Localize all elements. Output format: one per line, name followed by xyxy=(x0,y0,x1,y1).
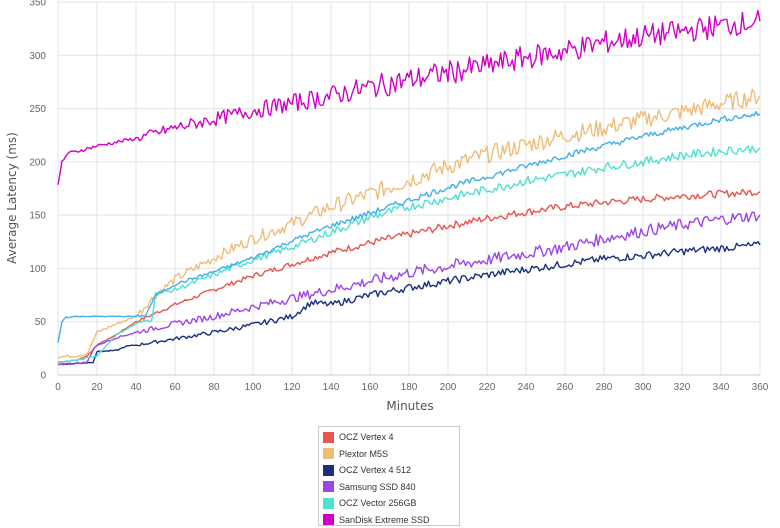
chart-legend: OCZ Vertex 4 Plextor M5S OCZ Vertex 4 512 S… xyxy=(318,426,460,526)
x-tick-label: 340 xyxy=(713,382,730,393)
x-tick-label: 320 xyxy=(674,382,691,393)
grid-lines xyxy=(58,2,760,375)
y-axis-title: Average Latency (ms) xyxy=(5,132,19,264)
x-tick-label: 280 xyxy=(596,382,613,393)
x-tick-label: 60 xyxy=(169,382,181,393)
x-tick-label: 80 xyxy=(208,382,220,393)
tick-labels: 0 50 100 150 200 250 300 350 0 20 40 60 80 100 120 140 1… xyxy=(29,0,768,393)
y-tick-label: 300 xyxy=(29,51,46,62)
x-tick-label: 260 xyxy=(557,382,574,393)
legend-swatch xyxy=(323,498,334,509)
x-tick-label: 140 xyxy=(323,382,340,393)
y-tick-label: 0 xyxy=(40,371,46,382)
x-tick-label: 300 xyxy=(635,382,652,393)
legend-item[interactable]: OCZ Vertex 4 512 xyxy=(323,462,455,479)
y-tick-label: 250 xyxy=(29,104,46,115)
y-tick-label: 50 xyxy=(35,317,47,328)
x-tick-label: 120 xyxy=(284,382,301,393)
legend-item[interactable]: Samsung SSD 840 xyxy=(323,479,455,496)
legend-label: OCZ Vertex 4 512 xyxy=(339,465,411,475)
legend-swatch xyxy=(323,432,334,443)
legend-label: Plextor M5S xyxy=(339,449,388,459)
x-tick-label: 160 xyxy=(362,382,379,393)
x-axis-title: Minutes xyxy=(386,399,433,413)
x-tick-label: 180 xyxy=(401,382,418,393)
x-tick-label: 20 xyxy=(91,382,103,393)
legend-label: OCZ Vector 256GB xyxy=(339,498,417,508)
legend-label: Samsung SSD 840 xyxy=(339,482,416,492)
legend-item[interactable]: SanDisk Extreme SSD xyxy=(323,512,455,528)
legend-swatch xyxy=(323,481,334,492)
x-tick-label: 220 xyxy=(479,382,496,393)
y-tick-label: 350 xyxy=(29,0,46,9)
x-tick-label: 360 xyxy=(752,382,769,393)
x-tick-label: 40 xyxy=(130,382,142,393)
y-tick-label: 100 xyxy=(29,264,46,275)
y-tick-label: 200 xyxy=(29,157,46,168)
legend-swatch xyxy=(323,448,334,459)
legend-item[interactable]: Plextor M5S xyxy=(323,446,455,463)
x-tick-label: 200 xyxy=(440,382,457,393)
x-tick-label: 240 xyxy=(518,382,535,393)
y-tick-label: 150 xyxy=(29,211,46,222)
legend-label: OCZ Vertex 4 xyxy=(339,432,394,442)
legend-item[interactable]: OCZ Vector 256GB xyxy=(323,495,455,512)
legend-label: SanDisk Extreme SSD xyxy=(339,515,430,525)
x-tick-label: 0 xyxy=(55,382,61,393)
legend-swatch xyxy=(323,465,334,476)
legend-item[interactable]: OCZ Vertex 4 xyxy=(323,429,455,446)
x-tick-label: 100 xyxy=(245,382,262,393)
